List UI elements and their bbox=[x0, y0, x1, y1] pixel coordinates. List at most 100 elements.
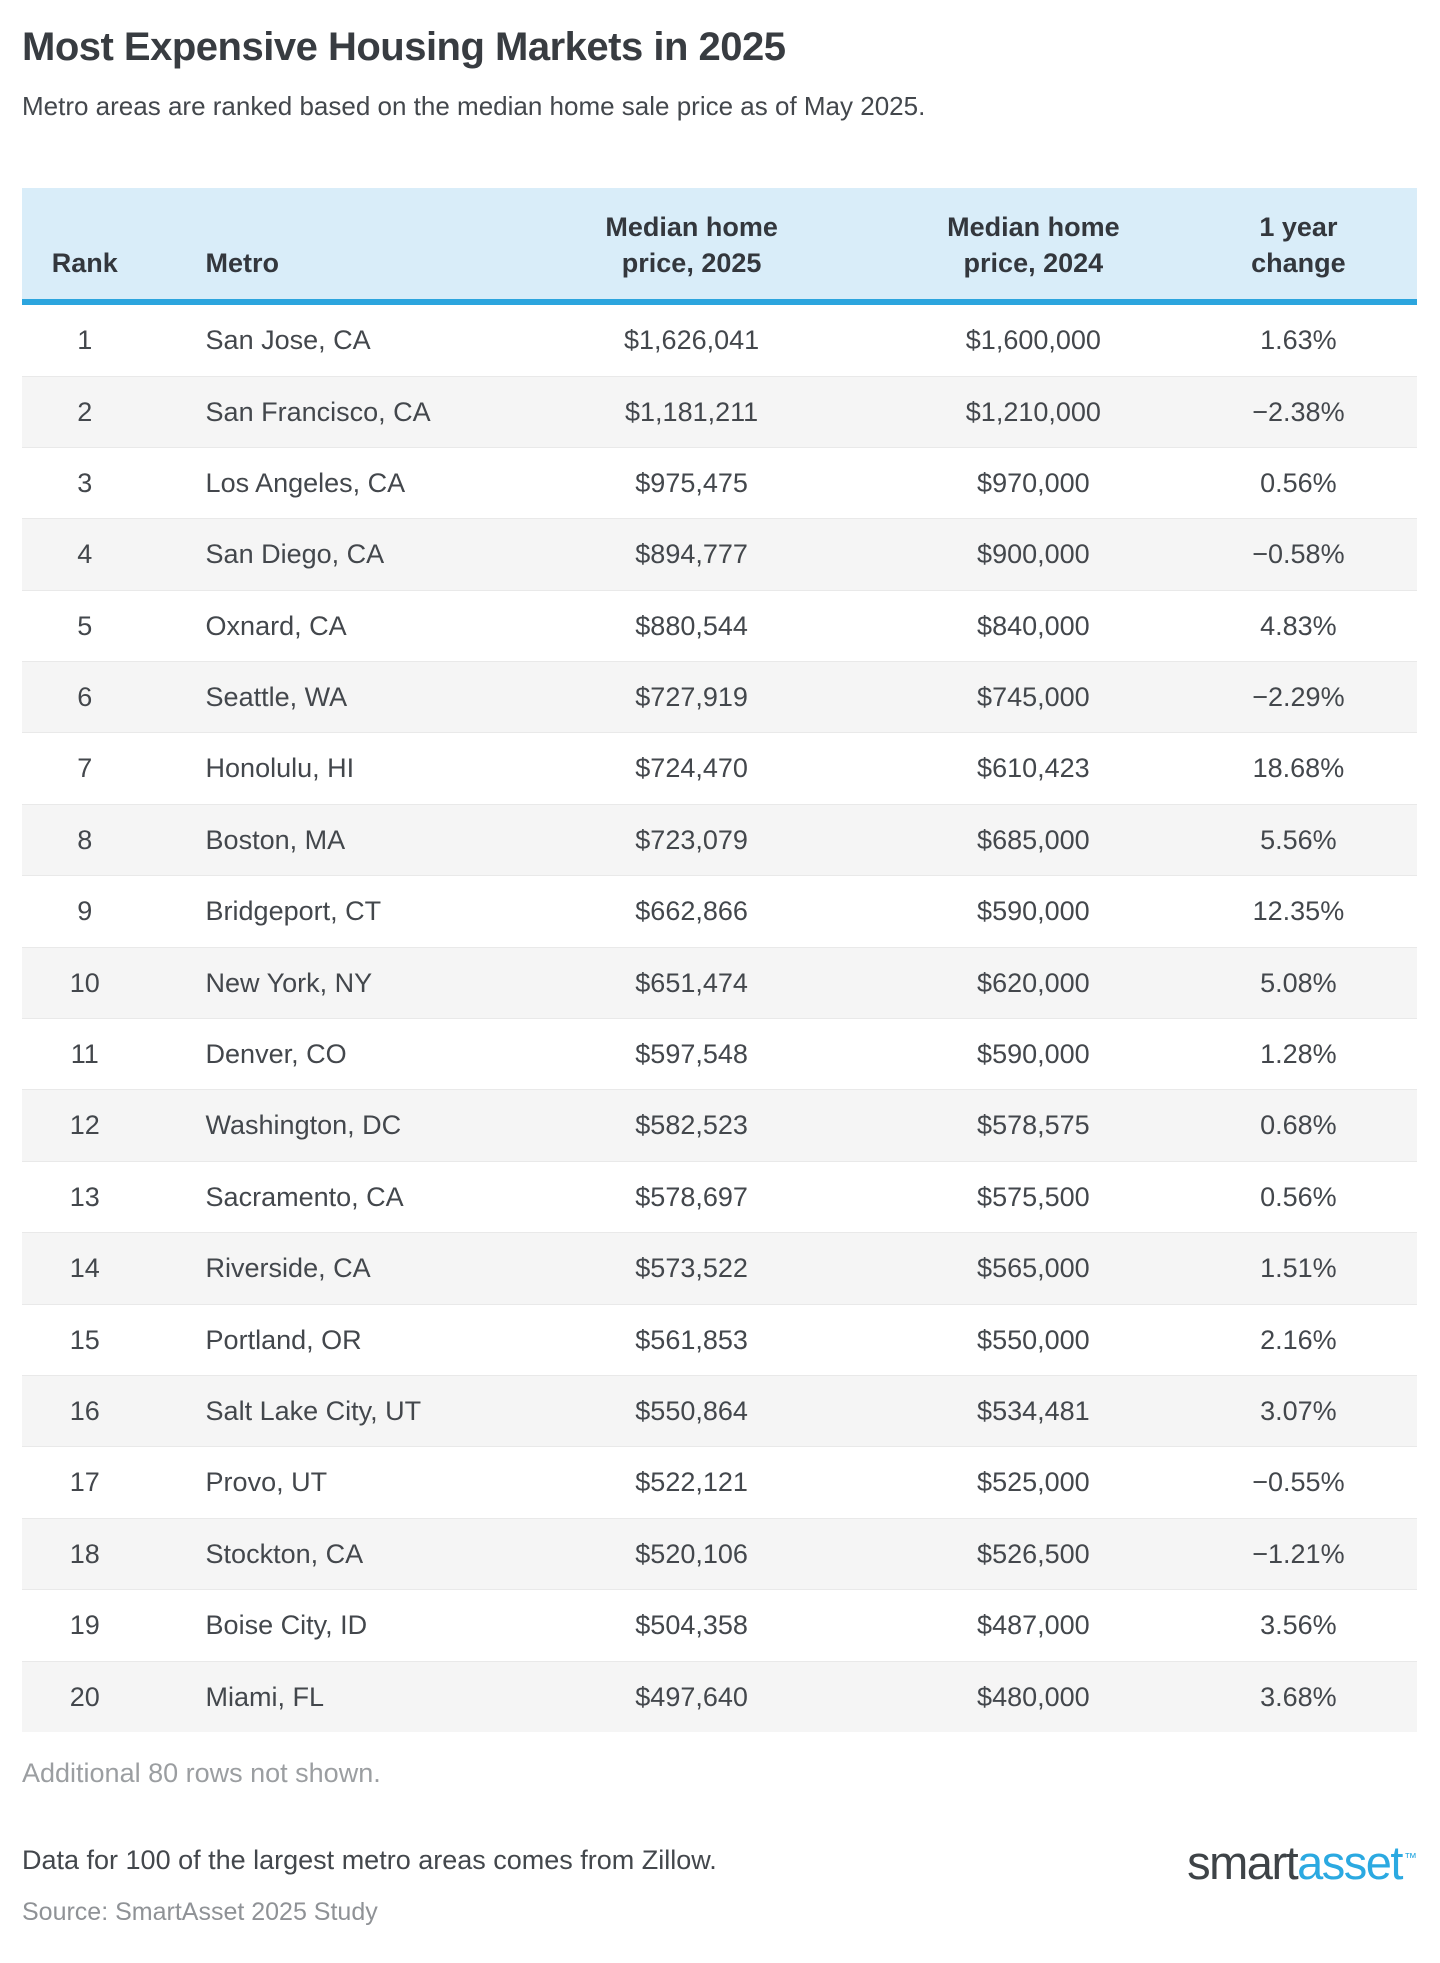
table-body: 1 San Jose, CA $1,626,041 $1,600,000 1.63% 2 S… bbox=[22, 302, 1417, 1732]
cell-price-2025: $880,544 bbox=[635, 610, 748, 641]
table-row: 18 Stockton, CA $520,106 $526,500 −1.21% bbox=[22, 1518, 1417, 1590]
footer-notes: Data for 100 of the largest metro areas … bbox=[22, 1845, 717, 1927]
cell-price-2024: $590,000 bbox=[977, 896, 1090, 927]
cell-metro: Boise City, ID bbox=[205, 1610, 368, 1641]
column-header-change-line1: 1 year bbox=[1259, 211, 1338, 242]
cell-change: −2.38% bbox=[1252, 396, 1345, 427]
cell-price-2025: $662,866 bbox=[635, 896, 748, 927]
cell-price-2025: $522,121 bbox=[635, 1467, 748, 1498]
cell-metro: Stockton, CA bbox=[205, 1538, 364, 1569]
column-header-price-2024-line1: Median home bbox=[947, 211, 1120, 242]
cell-price-2024: $487,000 bbox=[977, 1610, 1090, 1641]
table-header-row: Rank Metro Median home price, 2025 Median… bbox=[22, 187, 1417, 306]
cell-change: 5.08% bbox=[1260, 967, 1337, 998]
footer: Data for 100 of the largest metro areas … bbox=[22, 1836, 1417, 1927]
cell-price-2025: $597,548 bbox=[635, 1039, 748, 1070]
cell-price-2025: $723,079 bbox=[635, 824, 748, 855]
cell-change: 18.68% bbox=[1252, 753, 1345, 784]
logo-text-smart: smart bbox=[1187, 1835, 1299, 1889]
cell-price-2025: $651,474 bbox=[635, 967, 748, 998]
cell-rank: 4 bbox=[77, 539, 93, 570]
cell-metro: San Francisco, CA bbox=[205, 396, 431, 427]
column-header-price-2025: Median home price, 2025 bbox=[496, 187, 887, 306]
cell-change: 5.56% bbox=[1260, 824, 1337, 855]
cell-price-2025: $727,919 bbox=[635, 682, 748, 713]
cell-price-2024: $1,600,000 bbox=[965, 325, 1101, 356]
cell-metro: San Jose, CA bbox=[205, 325, 371, 356]
table-row: 19 Boise City, ID $504,358 $487,000 3.56% bbox=[22, 1589, 1417, 1661]
logo-text-asset: asset bbox=[1297, 1835, 1403, 1889]
cell-price-2024: $745,000 bbox=[977, 682, 1090, 713]
cell-price-2025: $578,697 bbox=[635, 1181, 748, 1212]
cell-metro: Seattle, WA bbox=[205, 682, 348, 713]
table-row: 2 San Francisco, CA $1,181,211 $1,210,000 −2… bbox=[22, 376, 1417, 448]
cell-rank: 6 bbox=[77, 682, 93, 713]
cell-change: 0.68% bbox=[1260, 1110, 1337, 1141]
housing-markets-table: Rank Metro Median home price, 2025 Median… bbox=[22, 187, 1417, 1732]
cell-price-2024: $550,000 bbox=[977, 1324, 1090, 1355]
cell-price-2025: $504,358 bbox=[635, 1610, 748, 1641]
cell-metro: Miami, FL bbox=[205, 1681, 325, 1712]
cell-price-2024: $1,210,000 bbox=[965, 396, 1101, 427]
cell-rank: 18 bbox=[69, 1538, 100, 1569]
cell-rank: 17 bbox=[69, 1467, 100, 1498]
cell-rank: 10 bbox=[69, 967, 100, 998]
cell-metro: Boston, MA bbox=[205, 824, 346, 855]
cell-rank: 9 bbox=[77, 896, 93, 927]
cell-price-2024: $685,000 bbox=[977, 824, 1090, 855]
cell-metro: Bridgeport, CT bbox=[205, 896, 382, 927]
table-row: 16 Salt Lake City, UT $550,864 $534,481 3.07… bbox=[22, 1375, 1417, 1447]
cell-price-2025: $975,475 bbox=[635, 467, 748, 498]
cell-price-2024: $480,000 bbox=[977, 1681, 1090, 1712]
cell-price-2025: $550,864 bbox=[635, 1396, 748, 1426]
cell-price-2025: $724,470 bbox=[635, 753, 748, 784]
cell-price-2024: $590,000 bbox=[977, 1039, 1090, 1070]
cell-rank: 14 bbox=[69, 1253, 100, 1284]
cell-rank: 3 bbox=[77, 467, 93, 498]
column-header-price-2025-line1: Median home bbox=[605, 211, 778, 242]
cell-price-2024: $534,481 bbox=[977, 1396, 1090, 1426]
cell-price-2025: $561,853 bbox=[635, 1324, 748, 1355]
page-subtitle: Metro areas are ranked based on the medi… bbox=[22, 91, 926, 121]
infographic-page: Most Expensive Housing Markets in 2025 M… bbox=[0, 26, 1440, 1963]
column-header-price-2025-line2: price, 2025 bbox=[621, 247, 762, 278]
column-header-price-2024: Median home price, 2024 bbox=[886, 187, 1180, 306]
cell-price-2024: $610,423 bbox=[977, 753, 1090, 784]
cell-price-2025: $582,523 bbox=[635, 1110, 748, 1141]
cell-rank: 7 bbox=[77, 753, 93, 784]
cell-change: −1.21% bbox=[1252, 1538, 1345, 1569]
table-row: 11 Denver, CO $597,548 $590,000 1.28% bbox=[22, 1018, 1417, 1090]
table-row: 12 Washington, DC $582,523 $578,575 0.68% bbox=[22, 1089, 1417, 1162]
cell-change: 2.16% bbox=[1260, 1324, 1337, 1355]
additional-rows-note: Additional 80 rows not shown. bbox=[22, 1757, 381, 1788]
table-row: 6 Seattle, WA $727,919 $745,000 −2.29% bbox=[22, 661, 1417, 733]
cell-metro: New York, NY bbox=[205, 967, 373, 998]
cell-change: 0.56% bbox=[1260, 1181, 1337, 1212]
logo-trademark-icon: ™ bbox=[1404, 1850, 1417, 1866]
cell-rank: 2 bbox=[77, 396, 93, 427]
table-row: 4 San Diego, CA $894,777 $900,000 −0.58% bbox=[22, 518, 1417, 591]
table-row: 15 Portland, OR $561,853 $550,000 2.16% bbox=[22, 1304, 1417, 1375]
cell-change: 1.63% bbox=[1260, 325, 1337, 356]
cell-price-2025: $573,522 bbox=[635, 1253, 748, 1284]
table-row: 10 New York, NY $651,474 $620,000 5.08% bbox=[22, 947, 1417, 1019]
cell-metro: Provo, UT bbox=[205, 1467, 328, 1498]
cell-metro: Washington, DC bbox=[205, 1110, 402, 1141]
cell-change: 0.56% bbox=[1260, 467, 1337, 498]
cell-change: 3.56% bbox=[1260, 1610, 1337, 1641]
cell-rank: 1 bbox=[77, 325, 93, 356]
cell-price-2024: $900,000 bbox=[977, 539, 1090, 570]
cell-rank: 12 bbox=[69, 1110, 100, 1141]
cell-metro: Honolulu, HI bbox=[205, 753, 355, 784]
cell-price-2024: $840,000 bbox=[977, 610, 1090, 641]
table-row: 3 Los Angeles, CA $975,475 $970,000 0.56% bbox=[22, 447, 1417, 518]
study-source-note: Source: SmartAsset 2025 Study bbox=[22, 1897, 378, 1926]
cell-metro: Sacramento, CA bbox=[205, 1181, 404, 1212]
cell-metro: Denver, CO bbox=[205, 1039, 347, 1070]
table-row: 8 Boston, MA $723,079 $685,000 5.56% bbox=[22, 804, 1417, 876]
table-row: 13 Sacramento, CA $578,697 $575,500 0.56% bbox=[22, 1161, 1417, 1232]
page-title: Most Expensive Housing Markets in 2025 bbox=[22, 25, 786, 69]
cell-change: 1.51% bbox=[1260, 1253, 1337, 1284]
cell-rank: 8 bbox=[77, 824, 93, 855]
table-row: 5 Oxnard, CA $880,544 $840,000 4.83% bbox=[22, 590, 1417, 661]
